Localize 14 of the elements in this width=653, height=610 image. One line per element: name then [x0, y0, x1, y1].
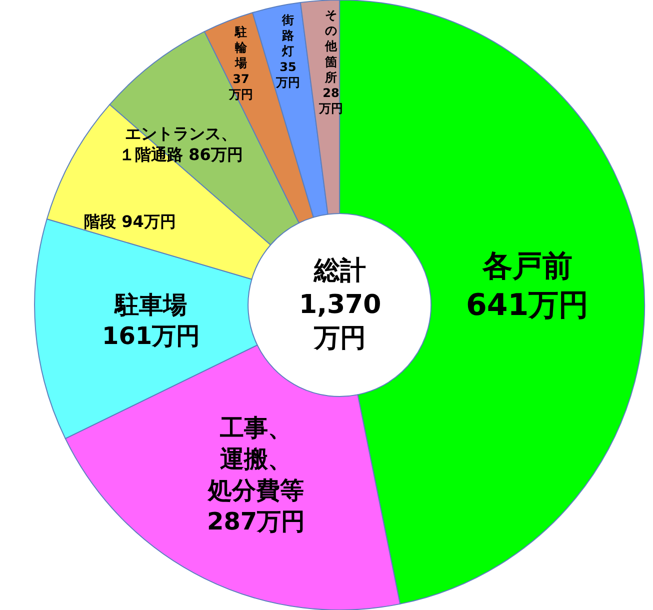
slice-label: その他箇所	[324, 8, 338, 84]
slice-label: 駐車場	[114, 291, 188, 319]
data-label: 37万円	[228, 72, 253, 102]
slice-label: 階段 94万円	[84, 212, 176, 231]
slice-label: 各戸前	[481, 249, 572, 284]
data-label: 35万円	[275, 60, 300, 90]
data-label: 641万円	[466, 288, 589, 323]
slice-label: 工事、運搬、処分費等	[207, 414, 304, 504]
text: 総計 1,370 万円	[299, 256, 382, 354]
slice-label: 駐輪場	[234, 25, 248, 70]
data-label: 287万円	[207, 508, 306, 536]
slice-label: 街路灯	[281, 13, 295, 58]
data-label: 161万円	[102, 322, 200, 350]
slice-label: エントランス、１階通路 86万円	[119, 124, 243, 164]
